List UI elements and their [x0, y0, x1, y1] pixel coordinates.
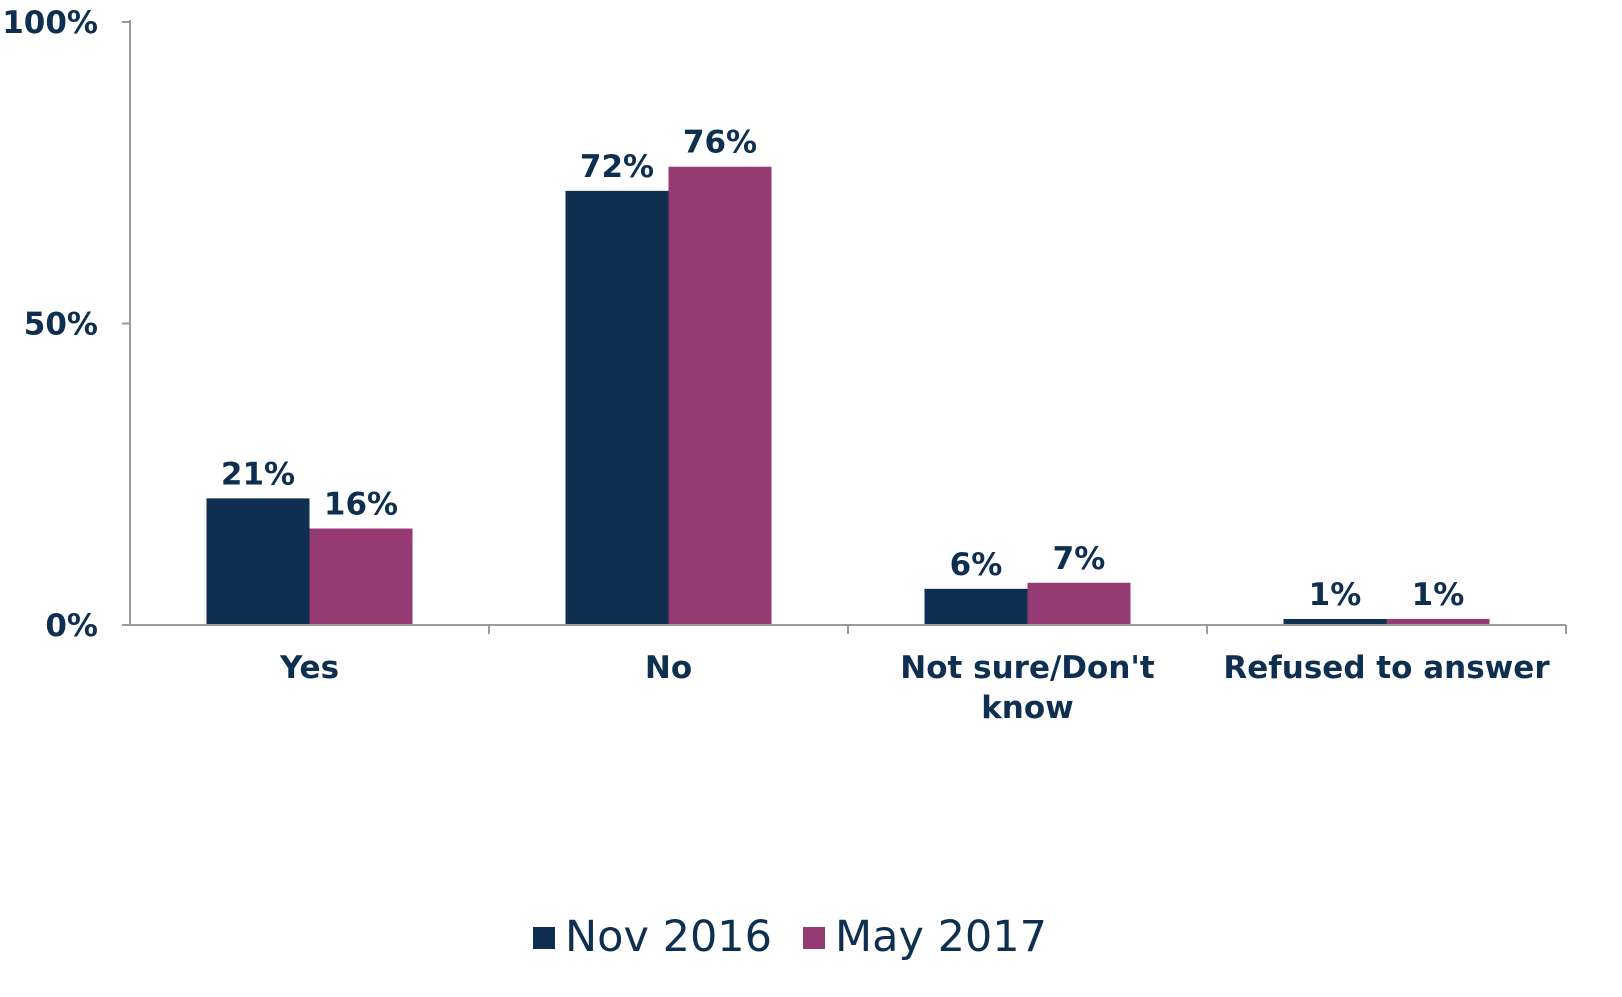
y-tick-label: 50% [24, 307, 98, 343]
data-labels: 21% 16% 72% 76% 6% 7% 1% 1% [221, 125, 1464, 613]
y-tick-label: 0% [45, 608, 98, 644]
data-label: 1% [1412, 577, 1465, 613]
data-label: 1% [1309, 577, 1362, 613]
data-label: 72% [580, 149, 654, 185]
bar-series2-2 [1027, 582, 1131, 625]
bar-series2-0 [309, 528, 413, 625]
data-label: 21% [221, 456, 295, 492]
legend-swatch [803, 927, 825, 949]
category-label: Refused to answer [1223, 650, 1550, 686]
category-label: Yes [279, 650, 339, 686]
bar-series1-2 [924, 588, 1028, 625]
axes: Yes No Not sure/Don't know Refused to answer… [2, 5, 1567, 726]
data-label: 7% [1053, 541, 1106, 577]
legend-label: May 2017 [835, 912, 1047, 962]
data-label: 6% [950, 547, 1003, 583]
bar-series2-3 [1386, 618, 1490, 625]
bar-series1-1 [565, 190, 669, 625]
y-tick-label: 100% [2, 5, 98, 41]
bar-series2-1 [668, 166, 772, 625]
bar-series1-3 [1283, 618, 1387, 625]
legend: Nov 2016 May 2017 [533, 912, 1047, 962]
legend-swatch [533, 927, 555, 949]
category-label: know [981, 690, 1074, 726]
bars [206, 166, 1490, 625]
data-label: 16% [324, 487, 398, 523]
legend-label: Nov 2016 [565, 912, 772, 962]
bar-series1-0 [206, 498, 310, 625]
category-label: No [645, 650, 692, 686]
category-label: Not sure/Don't [900, 650, 1155, 686]
data-label: 76% [683, 125, 757, 161]
